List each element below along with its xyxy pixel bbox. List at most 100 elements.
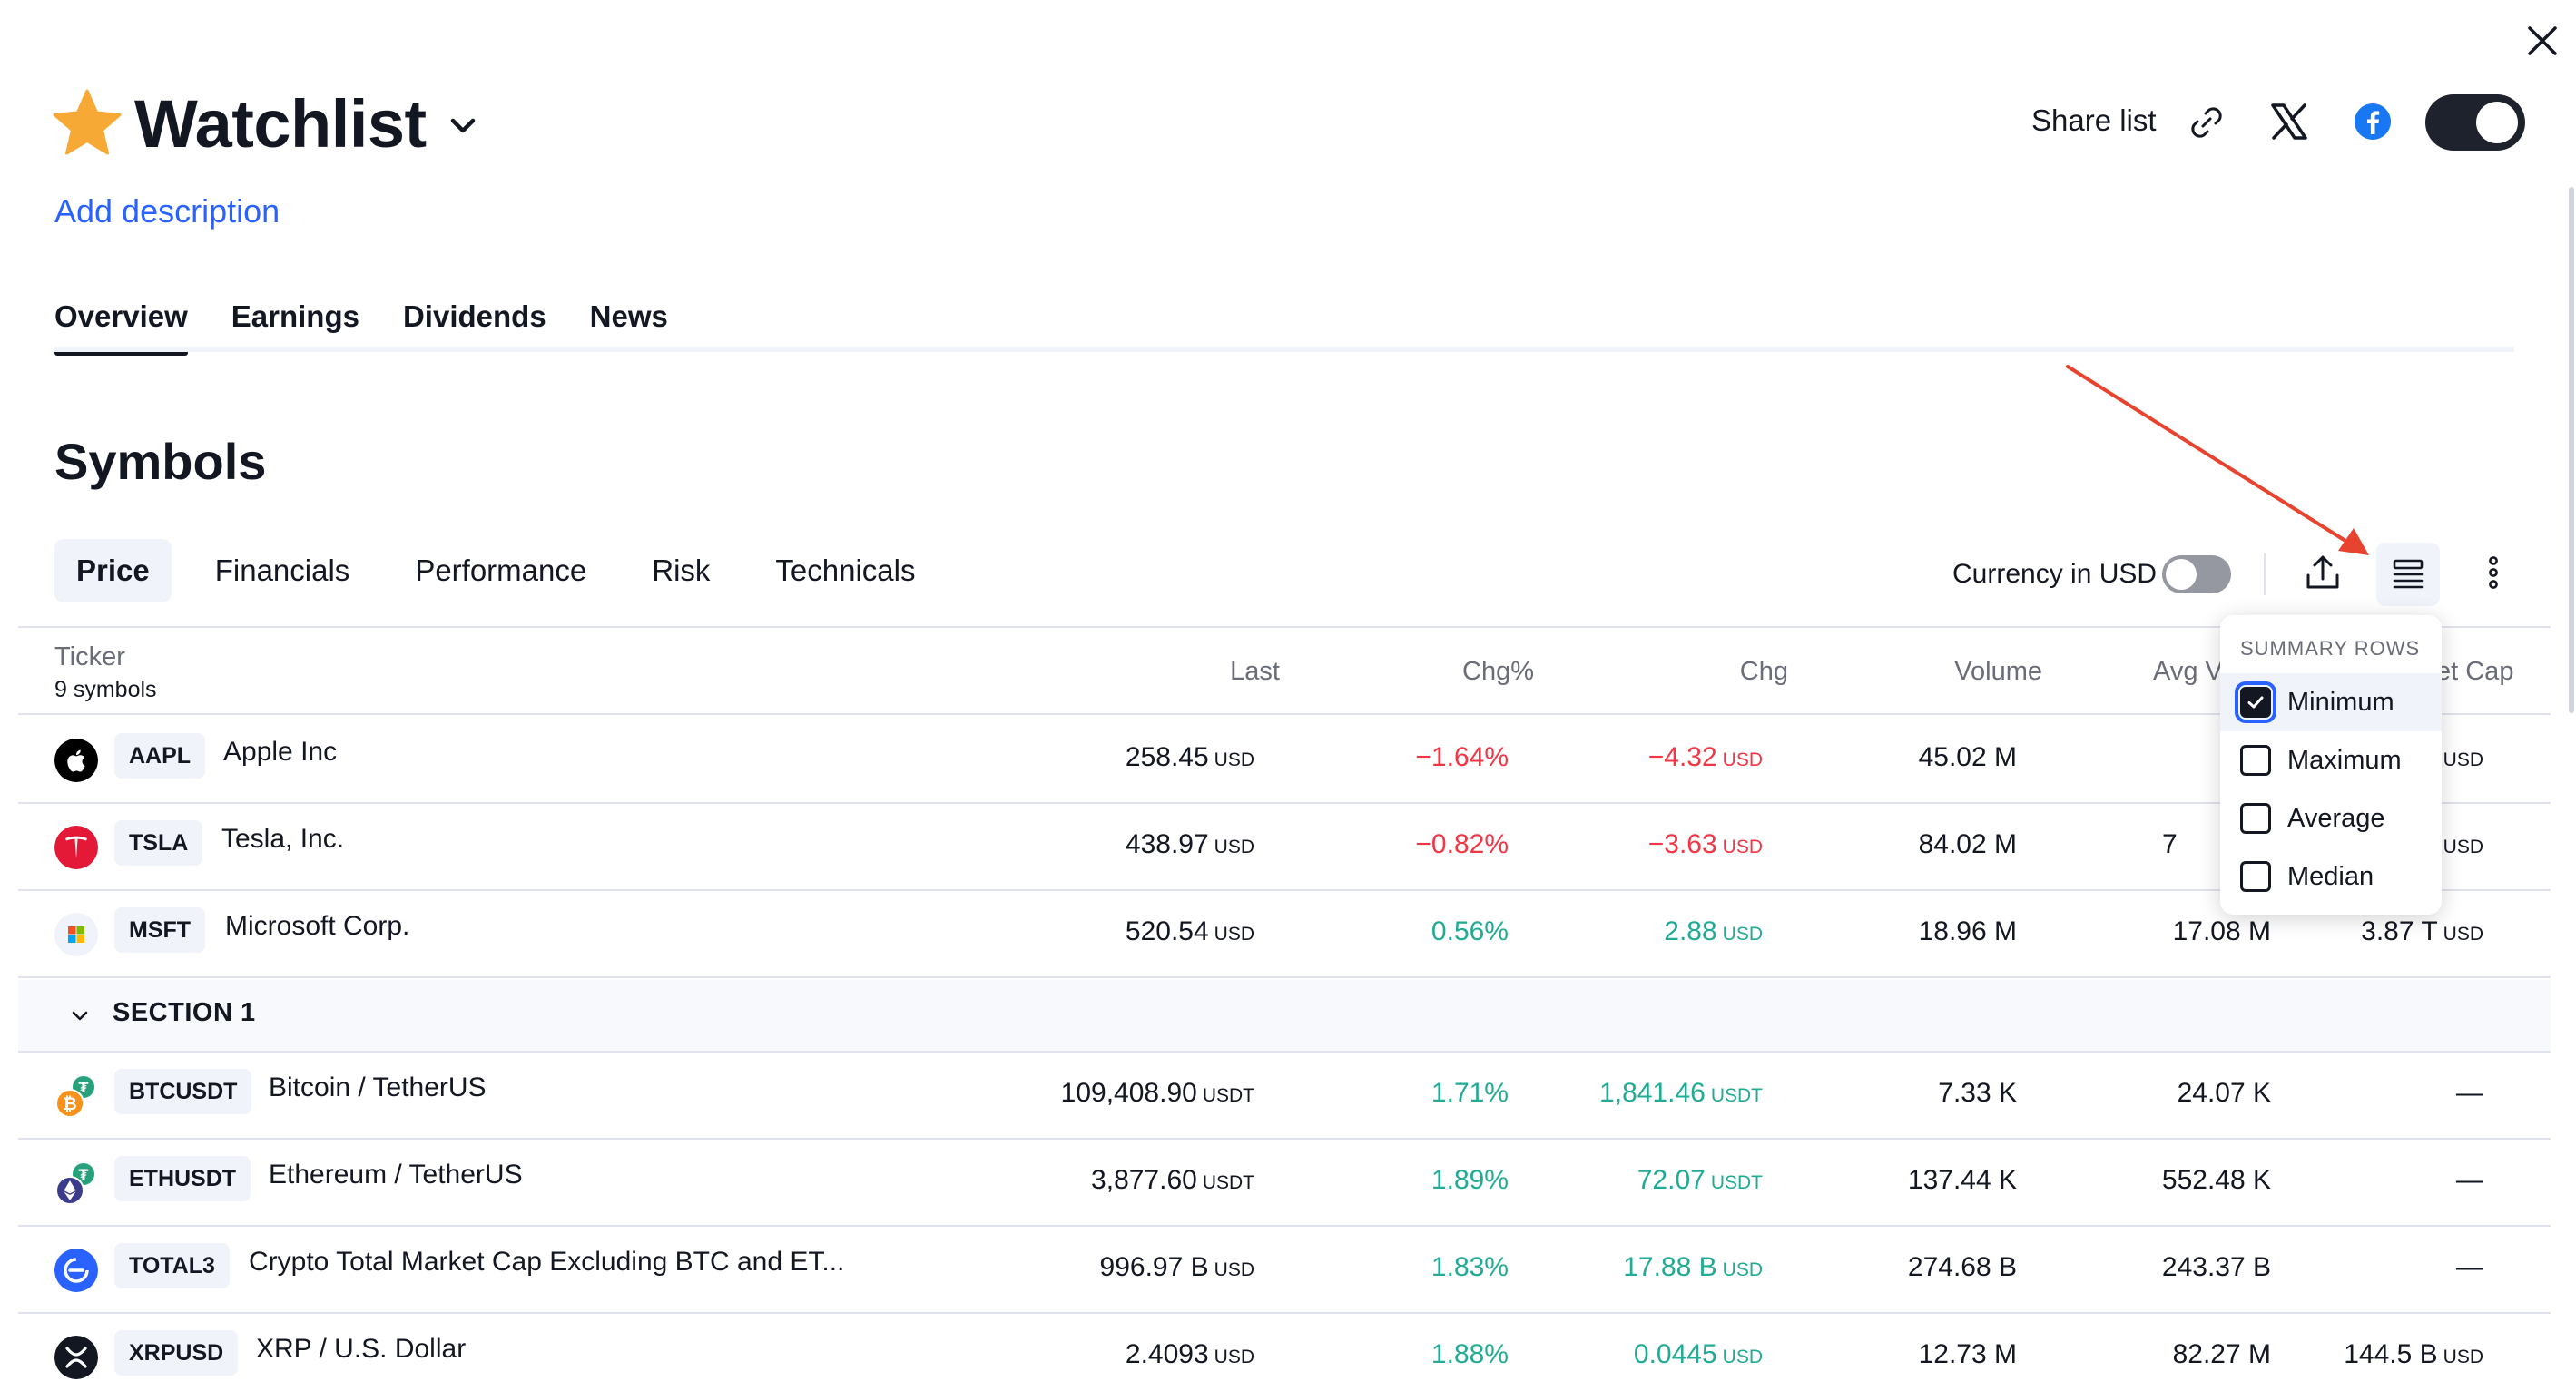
column-header-chg-pct[interactable]: Chg% xyxy=(1462,657,1534,686)
change-value: 72.07 USDT xyxy=(1637,1165,1763,1195)
tab-overview[interactable]: Overview xyxy=(54,299,188,356)
ticker-badge: TSLA xyxy=(114,820,203,866)
summary-option-maximum[interactable]: Maximum xyxy=(2220,731,2442,789)
table-row[interactable]: TSLA Tesla, Inc. 438.97 USD −0.82% −3.63 U… xyxy=(18,804,2551,891)
option-label: Average xyxy=(2287,804,2385,833)
table-row[interactable]: AAPL Apple Inc 258.45 USD −1.64% −4.32 USD… xyxy=(18,717,2551,804)
popup-title: SUMMARY ROWS xyxy=(2240,637,2421,660)
last-price: 258.45 USD xyxy=(1125,742,1254,772)
market-cap: — xyxy=(2456,1252,2483,1282)
change-value: 2.88 USD xyxy=(1664,916,1763,946)
subtab-risk[interactable]: Risk xyxy=(652,553,711,587)
symbol-name: XRP / U.S. Dollar xyxy=(256,1334,467,1364)
volume: 7.33 K xyxy=(1938,1078,2017,1108)
checkbox-icon[interactable] xyxy=(2240,803,2271,834)
watchlist-title-dropdown[interactable]: Watchlist xyxy=(134,83,479,163)
last-price: 438.97 USD xyxy=(1125,829,1254,859)
toolbar-divider xyxy=(2264,553,2266,595)
volume: 45.02 M xyxy=(1918,742,2017,772)
last-price: 109,408.90 USDT xyxy=(1060,1078,1254,1108)
volume: 84.02 M xyxy=(1918,829,2017,859)
currency-toggle[interactable] xyxy=(2162,555,2231,593)
xrp-icon xyxy=(54,1336,98,1379)
link-icon[interactable] xyxy=(2184,100,2229,145)
change-percent: 1.83% xyxy=(1431,1252,1509,1282)
last-price: 996.97 B USD xyxy=(1099,1252,1254,1282)
table-row[interactable]: ₮ ₿ BTCUSDT Bitcoin / TetherUS 109,408.9… xyxy=(18,1053,2551,1140)
volume: 12.73 M xyxy=(1918,1339,2017,1369)
summary-option-minimum[interactable]: Minimum xyxy=(2220,673,2442,731)
option-label: Median xyxy=(2287,862,2374,891)
facebook-icon[interactable] xyxy=(2353,102,2393,142)
ticker-badge: XRPUSD xyxy=(114,1330,239,1376)
chevron-down-icon xyxy=(450,118,475,133)
rows-icon xyxy=(2393,559,2424,589)
currency-toggle-label: Currency in USD xyxy=(1952,559,2158,589)
column-header-ticker[interactable]: Ticker xyxy=(54,642,125,671)
bitcoin-icon: ₮ ₿ xyxy=(55,1074,96,1118)
subtab-price[interactable]: Price xyxy=(54,539,172,602)
table-row[interactable]: MSFT Microsoft Corp. 520.54 USD 0.56% 2.8… xyxy=(18,891,2551,978)
checkbox-icon[interactable] xyxy=(2240,861,2271,892)
section-header[interactable]: SECTION 1 xyxy=(18,980,2551,1053)
scrollbar[interactable] xyxy=(2569,187,2574,713)
annotation-arrow-icon xyxy=(2066,365,2369,555)
ticker-badge: ETHUSDT xyxy=(114,1156,251,1201)
table-row[interactable]: TOTAL3 Crypto Total Market Cap Excluding… xyxy=(18,1227,2551,1314)
change-percent: 1.88% xyxy=(1431,1339,1509,1369)
change-value: 17.88 B USD xyxy=(1623,1252,1763,1282)
symbol-name: Bitcoin / TetherUS xyxy=(269,1072,487,1102)
symbol-name: Ethereum / TetherUS xyxy=(269,1160,523,1190)
symbol-name: Crypto Total Market Cap Excluding BTC an… xyxy=(249,1247,845,1277)
more-options-icon[interactable] xyxy=(2471,550,2516,595)
subtab-financials[interactable]: Financials xyxy=(214,553,350,587)
export-icon[interactable] xyxy=(2300,550,2345,595)
section-title: Symbols xyxy=(54,433,267,490)
share-list-label[interactable]: Share list xyxy=(2031,103,2157,137)
subtab-performance[interactable]: Performance xyxy=(415,553,587,587)
main-tabs: Overview Earnings Dividends News xyxy=(54,299,712,356)
share-toggle[interactable] xyxy=(2425,94,2525,151)
checkbox-checked-icon[interactable] xyxy=(2235,681,2276,723)
column-header-volume[interactable]: Volume xyxy=(1954,657,2042,686)
avg-volume: 7 xyxy=(2162,829,2178,859)
ticker-badge: BTCUSDT xyxy=(114,1069,252,1114)
market-cap: — xyxy=(2456,1078,2483,1108)
avg-volume: 82.27 M xyxy=(2172,1339,2271,1369)
option-label: Maximum xyxy=(2287,746,2402,775)
column-header-market-cap[interactable]: et Cap xyxy=(2436,657,2514,686)
table-top-rule xyxy=(18,626,2551,628)
close-button[interactable] xyxy=(2518,16,2567,65)
star-icon xyxy=(53,89,122,155)
column-header-chg[interactable]: Chg xyxy=(1739,657,1788,686)
tab-news[interactable]: News xyxy=(589,299,668,333)
table-row[interactable]: XRPUSD XRP / U.S. Dollar 2.4093 USD 1.88%… xyxy=(18,1314,2551,1381)
last-price: 3,877.60 USDT xyxy=(1091,1165,1254,1195)
avg-volume: 243.37 B xyxy=(2161,1252,2271,1282)
column-header-avg-volume[interactable]: Avg V xyxy=(2153,657,2223,686)
market-cap: 3.87 T USD xyxy=(2361,916,2483,946)
subtab-technicals[interactable]: Technicals xyxy=(775,553,916,587)
x-twitter-icon[interactable] xyxy=(2269,102,2309,142)
add-description-link[interactable]: Add description xyxy=(54,192,280,230)
summary-rows-button[interactable] xyxy=(2376,543,2440,606)
volume: 274.68 B xyxy=(1907,1252,2017,1282)
symbol-name: Tesla, Inc. xyxy=(221,824,345,854)
summary-option-median[interactable]: Median xyxy=(2220,847,2442,906)
tab-earnings[interactable]: Earnings xyxy=(231,299,359,333)
change-percent: 1.89% xyxy=(1431,1165,1509,1195)
summary-option-average[interactable]: Average xyxy=(2220,789,2442,847)
ethereum-icon: ₮ xyxy=(55,1161,96,1205)
table-row[interactable]: ₮ ETHUSDT Ethereum / TetherUS 3,877.60 US… xyxy=(18,1140,2551,1227)
tab-dividends[interactable]: Dividends xyxy=(402,299,546,333)
symbol-count: 9 symbols xyxy=(54,677,157,702)
change-value: −3.63 USD xyxy=(1647,829,1763,859)
svg-text:₮: ₮ xyxy=(78,1079,88,1096)
column-header-last[interactable]: Last xyxy=(1230,657,1280,686)
column-set-tabs: Price Financials Performance Risk Techni… xyxy=(54,539,959,602)
checkbox-icon[interactable] xyxy=(2240,745,2271,776)
page-title: Watchlist xyxy=(134,85,427,162)
section-label: SECTION 1 xyxy=(113,998,256,1027)
change-percent: 0.56% xyxy=(1431,916,1509,946)
volume: 18.96 M xyxy=(1918,916,2017,946)
